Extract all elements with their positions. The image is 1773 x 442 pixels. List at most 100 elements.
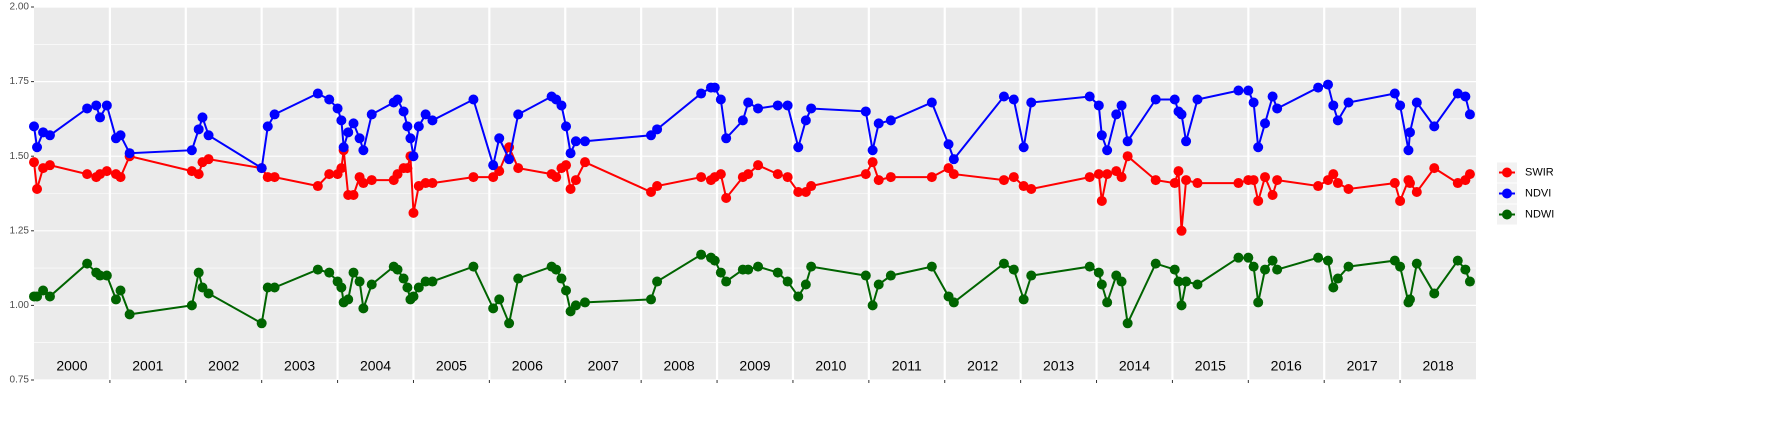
data-point	[504, 318, 515, 329]
data-point	[1192, 94, 1203, 105]
data-point	[1343, 97, 1354, 108]
data-point	[570, 175, 581, 186]
data-point	[420, 109, 431, 120]
data-point	[1272, 264, 1283, 275]
data-point	[1328, 282, 1339, 293]
series-group	[29, 142, 1475, 236]
data-point	[1389, 178, 1400, 189]
data-point	[262, 282, 273, 293]
data-point	[1260, 264, 1271, 275]
data-point	[82, 169, 93, 180]
data-point	[1192, 178, 1203, 189]
data-point	[1260, 118, 1271, 129]
data-point	[256, 318, 267, 329]
data-point	[338, 142, 349, 153]
year-label: 2000	[56, 358, 87, 374]
data-point	[806, 103, 817, 114]
data-point	[772, 100, 783, 111]
data-point	[1102, 297, 1113, 308]
data-point	[721, 133, 732, 144]
data-point	[1173, 276, 1184, 287]
data-point	[793, 291, 804, 302]
data-point	[1150, 94, 1161, 105]
data-point	[408, 291, 419, 302]
data-point	[948, 154, 959, 165]
data-point	[38, 285, 49, 296]
data-point	[324, 169, 335, 180]
data-point	[1452, 178, 1463, 189]
data-point	[203, 288, 214, 299]
year-label: 2001	[132, 358, 163, 374]
data-point	[408, 207, 419, 218]
data-point	[1243, 85, 1254, 96]
data-point	[1084, 261, 1095, 272]
data-point	[1181, 136, 1192, 147]
legend-label: NDWI	[1525, 208, 1554, 220]
data-point	[1150, 175, 1161, 186]
data-point	[998, 91, 1009, 102]
data-point	[1328, 169, 1339, 180]
data-point	[782, 172, 793, 183]
data-point	[1181, 175, 1192, 186]
data-point	[806, 181, 817, 192]
data-point	[696, 172, 707, 183]
data-point	[1464, 109, 1475, 120]
data-point	[1404, 127, 1415, 138]
data-point	[1389, 88, 1400, 99]
data-point	[354, 276, 365, 287]
legend-marker	[1502, 167, 1512, 178]
data-point	[1260, 172, 1271, 183]
data-point	[262, 172, 273, 183]
year-label: 2016	[1271, 358, 1302, 374]
data-point	[392, 264, 403, 275]
data-point	[1111, 109, 1122, 120]
data-point	[1093, 169, 1104, 180]
data-point	[561, 160, 572, 171]
data-point	[709, 255, 720, 266]
data-point	[1116, 172, 1127, 183]
data-point	[193, 124, 204, 135]
data-point	[1452, 88, 1463, 99]
data-point	[1272, 175, 1283, 186]
series-group	[29, 249, 1475, 329]
data-point	[413, 121, 424, 132]
data-point	[1169, 264, 1180, 275]
data-point	[366, 109, 377, 120]
data-point	[1313, 252, 1324, 263]
data-point	[324, 94, 335, 105]
data-point	[95, 112, 106, 123]
data-point	[926, 97, 937, 108]
data-point	[1313, 82, 1324, 93]
data-point	[1018, 181, 1029, 192]
data-point	[1192, 279, 1203, 290]
data-point	[1233, 85, 1244, 96]
data-point	[926, 261, 937, 272]
year-label: 2015	[1195, 358, 1226, 374]
data-point	[579, 157, 590, 168]
data-point	[91, 100, 102, 111]
y-tick-label: 1.75	[10, 76, 30, 87]
data-point	[269, 172, 280, 183]
data-point	[312, 88, 323, 99]
data-point	[1253, 195, 1264, 206]
data-point	[468, 261, 479, 272]
data-point	[1323, 79, 1334, 90]
year-label: 2013	[1043, 358, 1074, 374]
data-point	[186, 300, 197, 311]
data-point	[358, 178, 369, 189]
data-point	[101, 270, 112, 281]
data-point	[885, 172, 896, 183]
data-point	[885, 270, 896, 281]
data-point	[324, 267, 335, 278]
year-label: 2005	[436, 358, 467, 374]
data-point	[1233, 252, 1244, 263]
data-point	[504, 154, 515, 165]
data-point	[646, 294, 657, 305]
data-point	[565, 148, 576, 159]
data-point	[392, 94, 403, 105]
data-point	[1169, 94, 1180, 105]
data-point	[1267, 91, 1278, 102]
data-point	[203, 154, 214, 165]
y-tick-label: 0.75	[10, 375, 30, 386]
data-point	[998, 258, 1009, 269]
